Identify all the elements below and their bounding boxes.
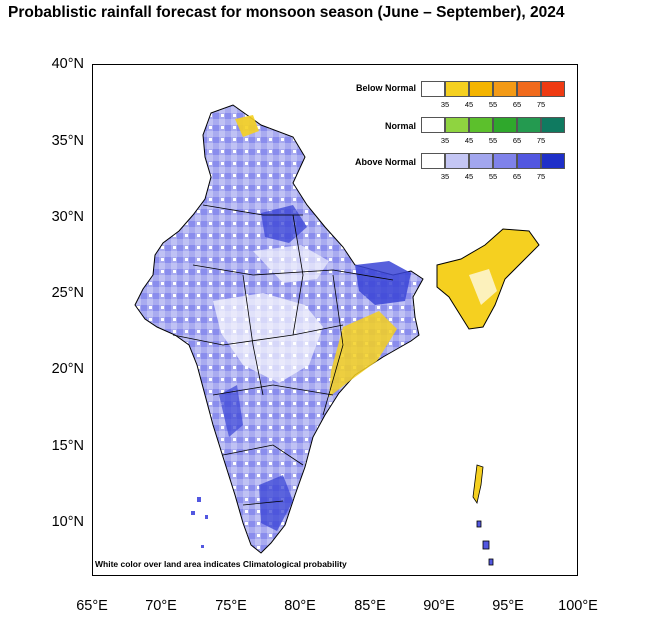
- x-tick-label: 80°E: [284, 598, 316, 614]
- legend-swatch: [445, 117, 469, 133]
- legend-label-normal: Normal: [384, 121, 416, 131]
- legend-swatch: [493, 81, 517, 97]
- legend-swatch: [421, 81, 445, 97]
- northeast-white-patch: [469, 269, 497, 305]
- legend-swatch: [445, 153, 469, 169]
- x-tick-label: 65°E: [76, 598, 108, 614]
- legend-swatch: [541, 81, 565, 97]
- legend-swatch: [517, 117, 541, 133]
- legend-swatch: [445, 81, 469, 97]
- below-normal-east-zone: [329, 311, 397, 397]
- legend-threshold: 75: [536, 172, 546, 181]
- andaman-nicobar-islands: [472, 464, 494, 566]
- legend-swatch: [517, 81, 541, 97]
- x-tick-label: 85°E: [354, 598, 386, 614]
- legend-swatch: [469, 117, 493, 133]
- y-tick-label: 25°N: [51, 285, 84, 301]
- map-title: Probablistic rainfall forecast for monso…: [8, 4, 565, 21]
- y-tick-label: 15°N: [51, 438, 84, 454]
- legend-threshold: 65: [512, 100, 522, 109]
- legend-swatch: [493, 153, 517, 169]
- above-normal-south-zone: [259, 475, 293, 531]
- y-tick-label: 35°N: [51, 133, 84, 149]
- legend-threshold: 35: [440, 172, 450, 181]
- below-normal-north-zone: [235, 115, 259, 137]
- legend-label-above-normal: Above Normal: [354, 157, 416, 167]
- legend-label-below-normal: Below Normal: [355, 83, 416, 93]
- legend-threshold: 45: [464, 100, 474, 109]
- legend-threshold: 55: [488, 172, 498, 181]
- white-patch-central: [213, 293, 323, 383]
- legend-threshold: 55: [488, 136, 498, 145]
- x-tick-label: 100°E: [558, 598, 598, 614]
- legend-threshold: 55: [488, 100, 498, 109]
- y-tick-label: 40°N: [51, 56, 84, 72]
- state-boundaries: [172, 204, 394, 506]
- x-tick-label: 90°E: [423, 598, 455, 614]
- white-patch-north: [253, 245, 329, 283]
- y-tick-label: 30°N: [51, 209, 84, 225]
- x-tick-label: 75°E: [215, 598, 247, 614]
- legend-swatch: [517, 153, 541, 169]
- above-normal-bihar-zone: [355, 261, 411, 305]
- legend-swatch: [469, 153, 493, 169]
- y-tick-label: 10°N: [51, 514, 84, 530]
- legend-threshold: 35: [440, 100, 450, 109]
- legend-threshold: 75: [536, 136, 546, 145]
- legend-threshold: 65: [512, 172, 522, 181]
- legend-swatch: [493, 117, 517, 133]
- legend-threshold: 45: [464, 172, 474, 181]
- legend-threshold: 35: [440, 136, 450, 145]
- legend-threshold: 65: [512, 136, 522, 145]
- lakshadweep-islands: [191, 497, 208, 548]
- y-tick-label: 20°N: [51, 361, 84, 377]
- x-tick-label: 95°E: [492, 598, 524, 614]
- legend-swatch: [469, 81, 493, 97]
- legend-swatch: [541, 153, 565, 169]
- above-normal-north-zone: [261, 205, 307, 243]
- legend-threshold: 75: [536, 100, 546, 109]
- above-normal-west-zone: [219, 385, 243, 437]
- map-frame: Below Normal Normal Above Normal 35 45 55 6…: [92, 64, 578, 576]
- map-footnote: White color over land area indicates Cli…: [95, 559, 347, 569]
- legend-swatch: [541, 117, 565, 133]
- legend-threshold: 45: [464, 136, 474, 145]
- legend-swatch: [421, 153, 445, 169]
- legend-swatch: [421, 117, 445, 133]
- x-tick-label: 70°E: [145, 598, 177, 614]
- india-rainfall-map: [134, 104, 540, 566]
